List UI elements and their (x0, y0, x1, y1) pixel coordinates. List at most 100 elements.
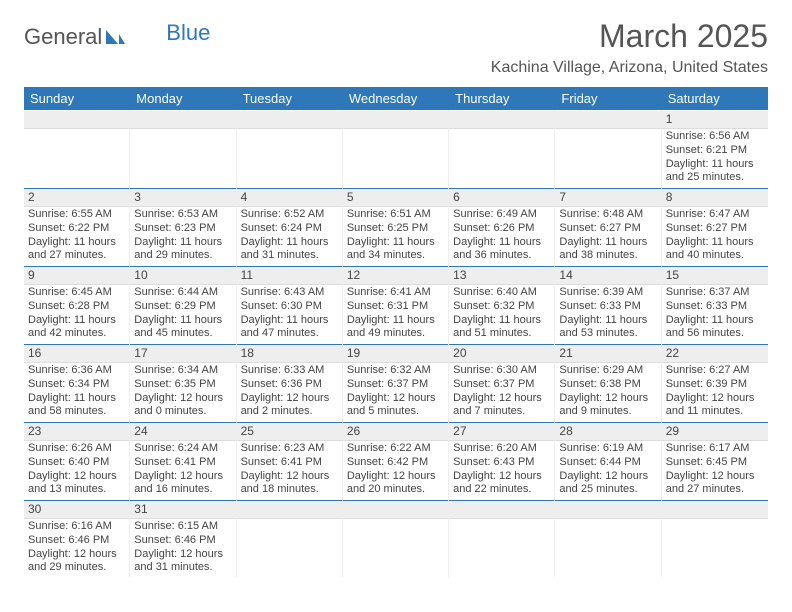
sunrise-text: Sunrise: 6:27 AM (666, 364, 764, 378)
day-number: 31 (130, 500, 235, 519)
calendar-week-row: 2Sunrise: 6:55 AMSunset: 6:22 PMDaylight… (24, 187, 768, 265)
sunset-text: Sunset: 6:29 PM (134, 300, 231, 314)
day-number: 4 (237, 188, 342, 207)
calendar-day-cell: 26Sunrise: 6:22 AMSunset: 6:42 PMDayligh… (343, 421, 449, 499)
sunset-text: Sunset: 6:40 PM (28, 456, 125, 470)
calendar-day-cell: 21Sunrise: 6:29 AMSunset: 6:38 PMDayligh… (555, 343, 661, 421)
sunset-text: Sunset: 6:30 PM (241, 300, 338, 314)
sunrise-text: Sunrise: 6:19 AM (559, 442, 656, 456)
calendar-day-cell: 1Sunrise: 6:56 AMSunset: 6:21 PMDaylight… (662, 110, 768, 187)
day-number: 10 (130, 266, 235, 285)
day-number (555, 111, 660, 129)
calendar-week-row: 30Sunrise: 6:16 AMSunset: 6:46 PMDayligh… (24, 499, 768, 577)
calendar-blank-cell (130, 110, 236, 187)
day-number (237, 500, 342, 519)
calendar-day-cell: 13Sunrise: 6:40 AMSunset: 6:32 PMDayligh… (449, 265, 555, 343)
day-number: 8 (662, 188, 768, 207)
calendar-blank-cell (449, 499, 555, 577)
sunset-text: Sunset: 6:32 PM (453, 300, 550, 314)
day-number (555, 500, 660, 519)
calendar-body: 1Sunrise: 6:56 AMSunset: 6:21 PMDaylight… (24, 110, 768, 577)
calendar-header-wednesday: Wednesday (343, 87, 449, 110)
daylight-text: Daylight: 12 hours and 27 minutes. (666, 470, 764, 498)
sunset-text: Sunset: 6:35 PM (134, 378, 231, 392)
sunset-text: Sunset: 6:25 PM (347, 222, 444, 236)
day-number: 19 (343, 344, 448, 363)
day-number: 25 (237, 422, 342, 441)
sunrise-text: Sunrise: 6:23 AM (241, 442, 338, 456)
sunrise-text: Sunrise: 6:43 AM (241, 286, 338, 300)
daylight-text: Daylight: 11 hours and 27 minutes. (28, 236, 125, 264)
calendar-week-row: 16Sunrise: 6:36 AMSunset: 6:34 PMDayligh… (24, 343, 768, 421)
calendar: SundayMondayTuesdayWednesdayThursdayFrid… (24, 87, 768, 577)
calendar-day-cell: 14Sunrise: 6:39 AMSunset: 6:33 PMDayligh… (555, 265, 661, 343)
brand-text-general: General (24, 24, 102, 50)
sunset-text: Sunset: 6:26 PM (453, 222, 550, 236)
calendar-day-cell: 28Sunrise: 6:19 AMSunset: 6:44 PMDayligh… (555, 421, 661, 499)
sunrise-text: Sunrise: 6:39 AM (559, 286, 656, 300)
sail-icon (104, 28, 126, 46)
day-number (24, 111, 129, 129)
day-number (130, 111, 235, 129)
sunset-text: Sunset: 6:45 PM (666, 456, 764, 470)
day-number: 28 (555, 422, 660, 441)
calendar-day-cell: 23Sunrise: 6:26 AMSunset: 6:40 PMDayligh… (24, 421, 130, 499)
calendar-day-cell: 17Sunrise: 6:34 AMSunset: 6:35 PMDayligh… (130, 343, 236, 421)
sunrise-text: Sunrise: 6:17 AM (666, 442, 764, 456)
calendar-header-tuesday: Tuesday (237, 87, 343, 110)
calendar-day-cell: 12Sunrise: 6:41 AMSunset: 6:31 PMDayligh… (343, 265, 449, 343)
calendar-day-cell: 7Sunrise: 6:48 AMSunset: 6:27 PMDaylight… (555, 187, 661, 265)
calendar-blank-cell (343, 499, 449, 577)
sunset-text: Sunset: 6:38 PM (559, 378, 656, 392)
day-number: 17 (130, 344, 235, 363)
day-number: 27 (449, 422, 554, 441)
calendar-day-cell: 29Sunrise: 6:17 AMSunset: 6:45 PMDayligh… (662, 421, 768, 499)
day-number: 6 (449, 188, 554, 207)
calendar-blank-cell (449, 110, 555, 187)
calendar-day-cell: 15Sunrise: 6:37 AMSunset: 6:33 PMDayligh… (662, 265, 768, 343)
sunrise-text: Sunrise: 6:33 AM (241, 364, 338, 378)
calendar-header-thursday: Thursday (449, 87, 555, 110)
daylight-text: Daylight: 11 hours and 25 minutes. (666, 158, 764, 186)
daylight-text: Daylight: 11 hours and 58 minutes. (28, 392, 125, 420)
daylight-text: Daylight: 11 hours and 34 minutes. (347, 236, 444, 264)
day-number (343, 111, 448, 129)
day-number (449, 500, 554, 519)
calendar-blank-cell (237, 110, 343, 187)
day-number: 12 (343, 266, 448, 285)
calendar-week-row: 9Sunrise: 6:45 AMSunset: 6:28 PMDaylight… (24, 265, 768, 343)
day-number: 14 (555, 266, 660, 285)
calendar-day-cell: 19Sunrise: 6:32 AMSunset: 6:37 PMDayligh… (343, 343, 449, 421)
page-header: General Blue March 2025 Kachina Village,… (24, 18, 768, 83)
daylight-text: Daylight: 11 hours and 53 minutes. (559, 314, 656, 342)
sunset-text: Sunset: 6:36 PM (241, 378, 338, 392)
sunset-text: Sunset: 6:24 PM (241, 222, 338, 236)
calendar-blank-cell (555, 110, 661, 187)
daylight-text: Daylight: 12 hours and 18 minutes. (241, 470, 338, 498)
calendar-header-friday: Friday (555, 87, 661, 110)
sunset-text: Sunset: 6:21 PM (666, 144, 764, 158)
sunrise-text: Sunrise: 6:56 AM (666, 130, 764, 144)
sunrise-text: Sunrise: 6:37 AM (666, 286, 764, 300)
calendar-day-cell: 25Sunrise: 6:23 AMSunset: 6:41 PMDayligh… (237, 421, 343, 499)
calendar-day-cell: 22Sunrise: 6:27 AMSunset: 6:39 PMDayligh… (662, 343, 768, 421)
calendar-day-cell: 6Sunrise: 6:49 AMSunset: 6:26 PMDaylight… (449, 187, 555, 265)
sunset-text: Sunset: 6:27 PM (559, 222, 656, 236)
sunset-text: Sunset: 6:41 PM (134, 456, 231, 470)
calendar-day-cell: 4Sunrise: 6:52 AMSunset: 6:24 PMDaylight… (237, 187, 343, 265)
calendar-blank-cell (343, 110, 449, 187)
daylight-text: Daylight: 11 hours and 29 minutes. (134, 236, 231, 264)
daylight-text: Daylight: 12 hours and 13 minutes. (28, 470, 125, 498)
calendar-day-cell: 2Sunrise: 6:55 AMSunset: 6:22 PMDaylight… (24, 187, 130, 265)
sunset-text: Sunset: 6:46 PM (134, 534, 231, 548)
sunrise-text: Sunrise: 6:32 AM (347, 364, 444, 378)
sunset-text: Sunset: 6:41 PM (241, 456, 338, 470)
sunrise-text: Sunrise: 6:41 AM (347, 286, 444, 300)
daylight-text: Daylight: 11 hours and 36 minutes. (453, 236, 550, 264)
daylight-text: Daylight: 12 hours and 16 minutes. (134, 470, 231, 498)
day-number: 16 (24, 344, 129, 363)
daylight-text: Daylight: 11 hours and 38 minutes. (559, 236, 656, 264)
daylight-text: Daylight: 12 hours and 20 minutes. (347, 470, 444, 498)
calendar-day-cell: 16Sunrise: 6:36 AMSunset: 6:34 PMDayligh… (24, 343, 130, 421)
sunrise-text: Sunrise: 6:30 AM (453, 364, 550, 378)
